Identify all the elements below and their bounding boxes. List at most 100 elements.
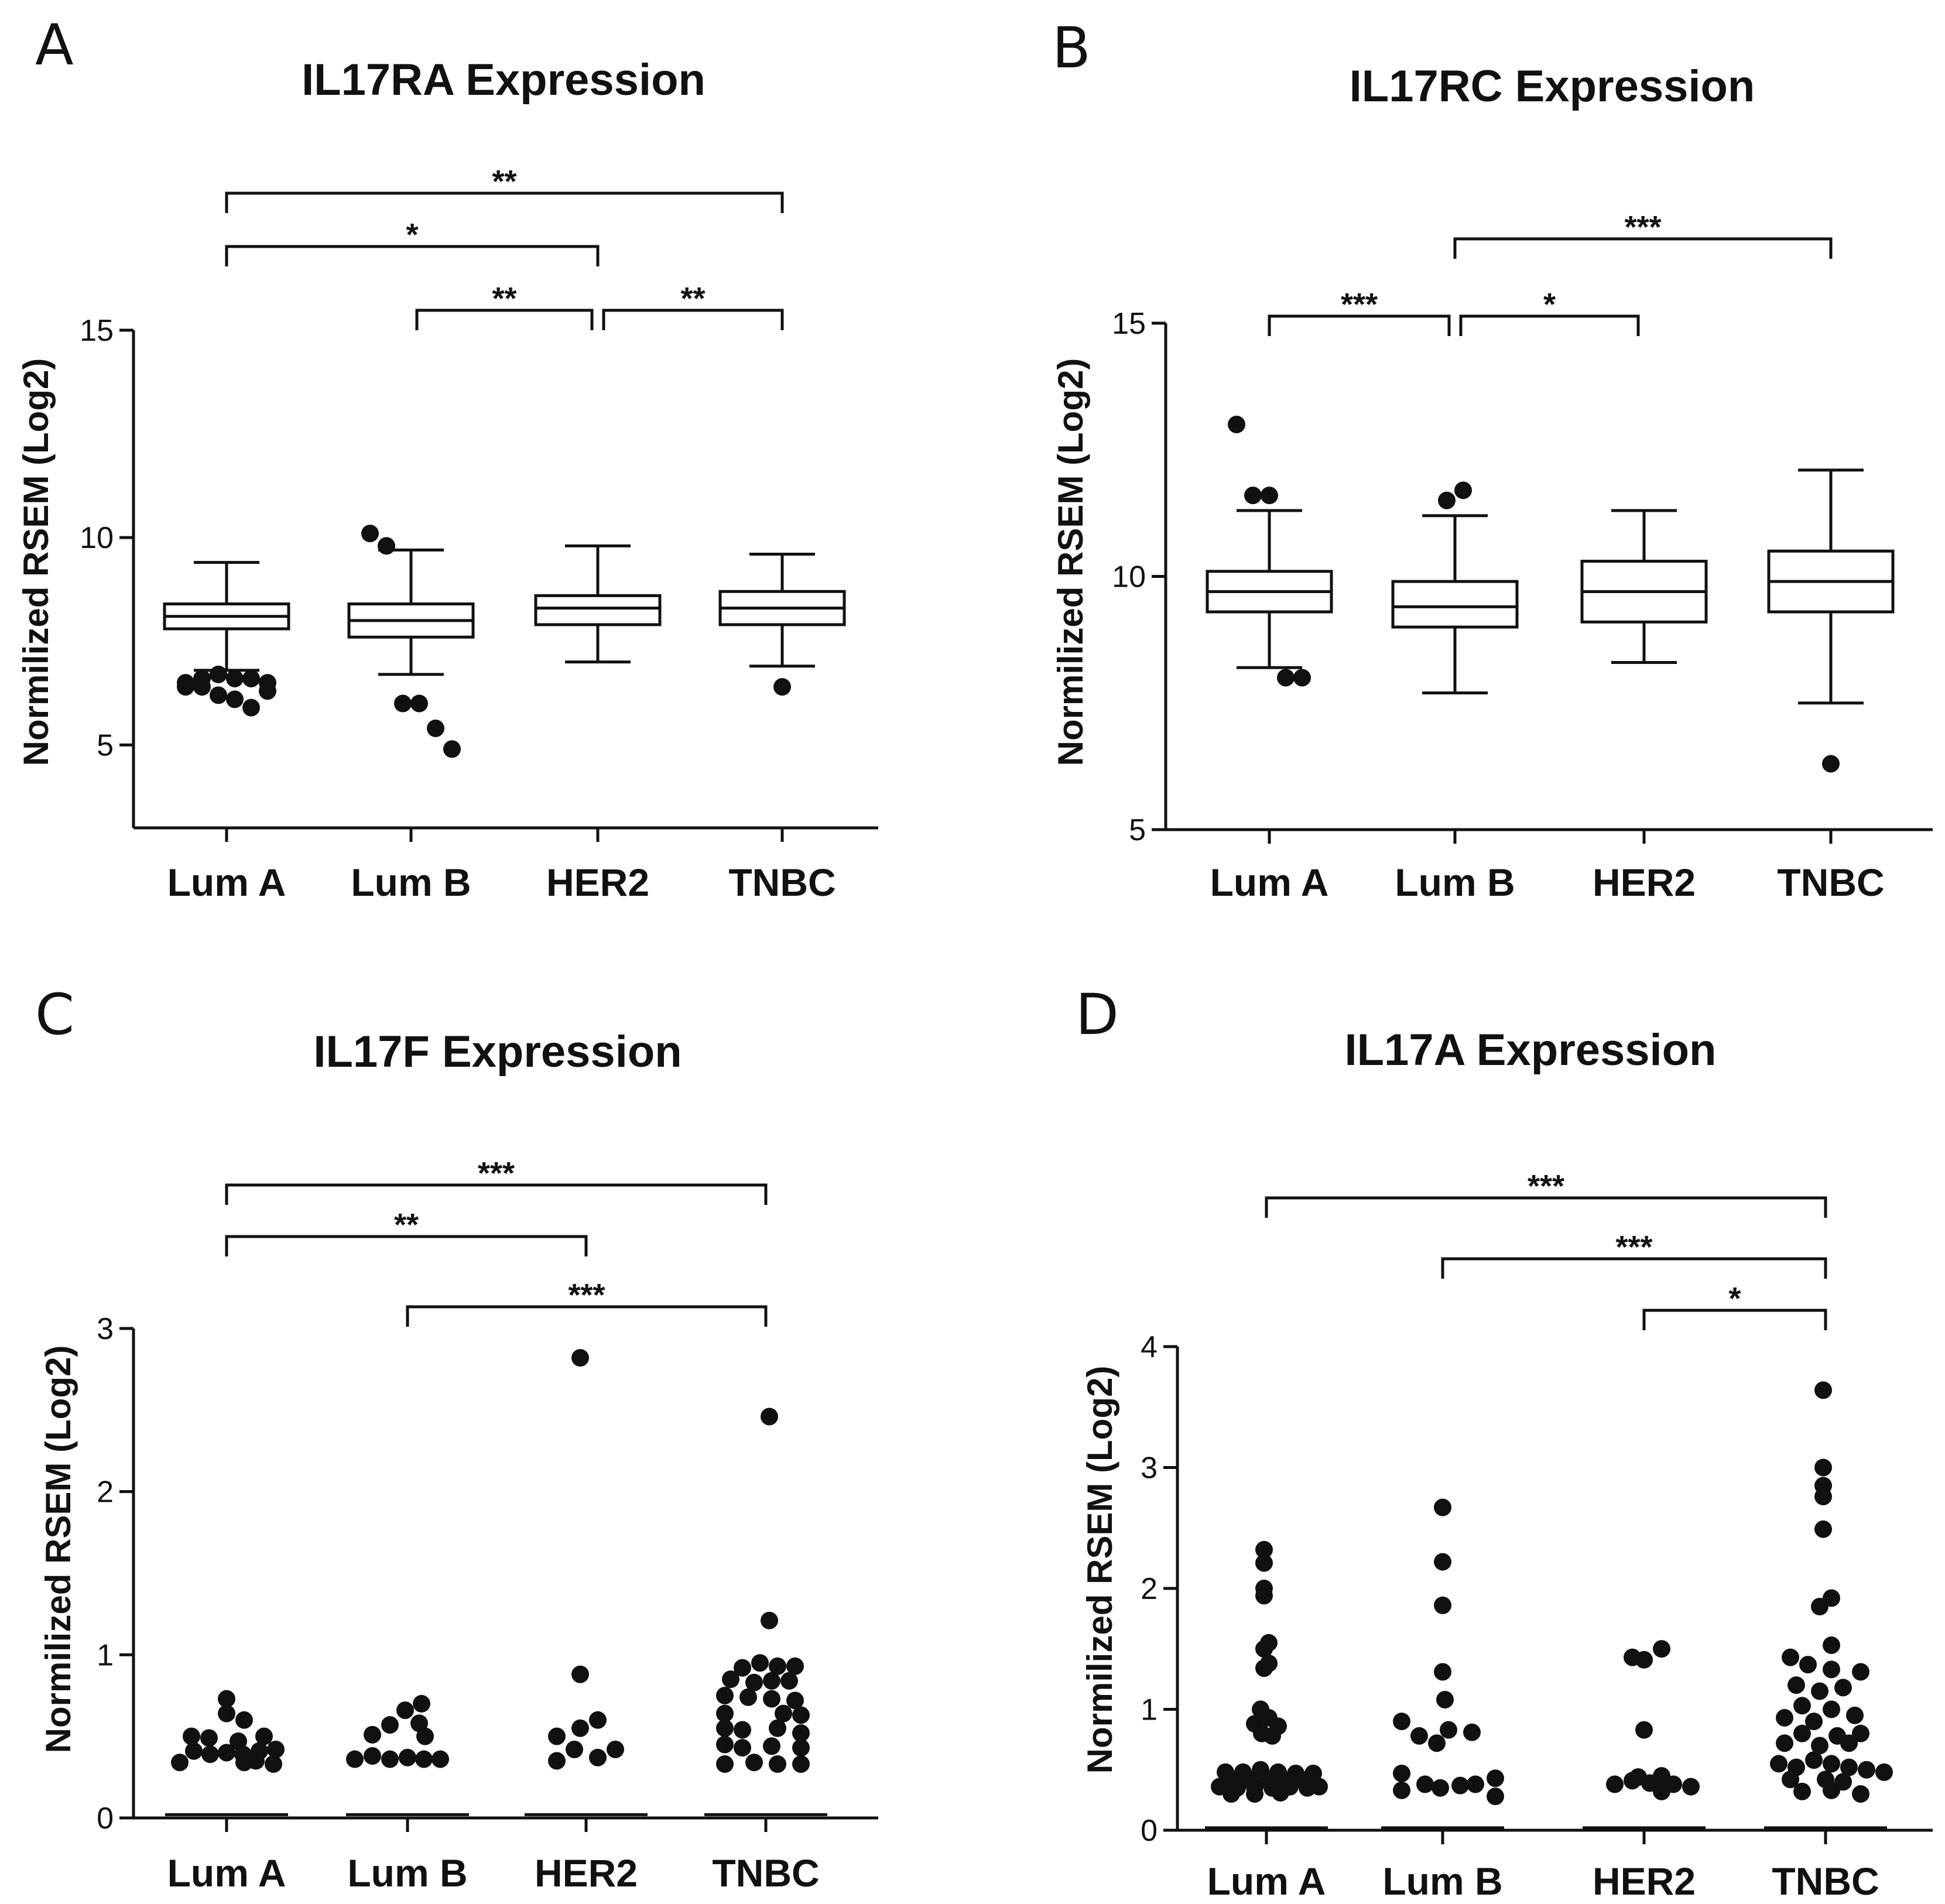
y-tick-label: 1 <box>97 1638 114 1672</box>
data-point <box>1823 1781 1840 1799</box>
data-point <box>734 1659 751 1677</box>
outlier-point <box>378 537 395 555</box>
data-point <box>1255 1640 1273 1658</box>
outlier-point <box>242 698 260 717</box>
data-point <box>1653 1782 1670 1800</box>
box <box>1391 580 1519 629</box>
data-point <box>589 1711 607 1729</box>
data-point <box>761 1611 778 1629</box>
data-point <box>548 1752 566 1770</box>
x-tick-label: TNBC <box>1777 861 1884 904</box>
x-tick-label: HER2 <box>1593 1860 1696 1903</box>
outlier-point <box>210 665 227 683</box>
significance-bracket <box>602 309 784 330</box>
x-tick-label: Lum A <box>167 1851 286 1895</box>
data-point <box>185 1742 203 1760</box>
outlier-point <box>226 690 244 708</box>
significance-label: *** <box>1341 287 1378 322</box>
chart-title: IL17F Expression <box>313 1027 682 1077</box>
data-point <box>1782 1771 1799 1789</box>
outlier-point <box>1261 487 1278 505</box>
data-point <box>607 1740 624 1758</box>
data-point <box>761 1408 778 1426</box>
y-tick-label: 5 <box>1129 813 1146 847</box>
data-point <box>416 1727 434 1745</box>
data-point <box>200 1729 218 1747</box>
data-point <box>1852 1724 1869 1742</box>
significance-bracket <box>415 309 594 330</box>
data-point <box>739 1688 757 1706</box>
panel-a-chart: A IL17RA Expression Normilized RSEM (Log… <box>16 12 878 904</box>
data-point <box>1875 1763 1893 1781</box>
outlier-point <box>226 670 244 687</box>
data-point <box>1393 1764 1410 1782</box>
significance-bracket <box>1265 1196 1827 1218</box>
panel-b-chart: B IL17RC Expression Normilized RSEM (Log… <box>1051 15 1933 904</box>
data-point <box>1635 1721 1653 1739</box>
data-point <box>763 1737 780 1755</box>
data-point <box>1823 1700 1840 1718</box>
data-point <box>1653 1640 1670 1658</box>
data-point <box>571 1719 589 1737</box>
data-point <box>1487 1787 1504 1806</box>
data-point <box>792 1755 810 1773</box>
data-point <box>1255 1587 1273 1605</box>
data-point <box>734 1721 751 1739</box>
data-point <box>183 1727 200 1745</box>
data-point <box>1434 1663 1451 1681</box>
panel-letter: A <box>35 12 74 78</box>
chart-title: IL17A Expression <box>1345 1025 1717 1075</box>
data-point <box>1436 1690 1454 1708</box>
data-point <box>1840 1758 1858 1776</box>
x-tick-label: TNBC <box>1772 1860 1879 1903</box>
outlier-point <box>177 678 194 696</box>
data-point <box>763 1690 780 1708</box>
data-point <box>1782 1648 1799 1666</box>
y-tick-label: 2 <box>97 1475 114 1509</box>
y-tick-label: 10 <box>1112 560 1146 594</box>
y-tick-label: 0 <box>1141 1814 1158 1848</box>
data-point <box>171 1754 189 1772</box>
outlier-point <box>1438 491 1456 509</box>
data-point <box>571 1349 589 1367</box>
y-tick-label: 0 <box>97 1802 114 1835</box>
data-point <box>410 1714 428 1732</box>
data-point <box>1776 1708 1793 1727</box>
significance-label: * <box>1728 1281 1741 1316</box>
y-tick-label: 3 <box>97 1312 114 1346</box>
panel-b: B IL17RC Expression Normilized RSEM (Log… <box>972 0 1945 952</box>
data-point <box>1272 1783 1289 1802</box>
outlier-point <box>1228 416 1245 433</box>
panel-c-chart: C IL17F Expression Normilized RSEM (Log2… <box>35 982 878 1895</box>
panel-letter: B <box>1052 15 1091 81</box>
significance-label: * <box>406 217 418 252</box>
x-tick-label: Lum B <box>1382 1860 1502 1903</box>
significance-bracket <box>225 191 784 213</box>
significance-bracket <box>225 1183 768 1205</box>
data-point <box>235 1711 253 1729</box>
data-point <box>396 1701 414 1720</box>
significance-bracket <box>1453 237 1833 259</box>
data-point <box>775 1704 792 1722</box>
outlier-point <box>361 525 379 543</box>
panel-a: A IL17RA Expression Normilized RSEM (Log… <box>0 0 972 952</box>
data-point <box>786 1657 804 1675</box>
data-point <box>1246 1785 1263 1803</box>
data-point <box>1793 1782 1811 1800</box>
data-point <box>1852 1663 1869 1681</box>
y-tick-label: 1 <box>1141 1693 1158 1727</box>
outlier-point <box>410 694 428 713</box>
data-point <box>413 1694 430 1713</box>
significance-label: *** <box>568 1278 605 1313</box>
data-point <box>432 1750 449 1768</box>
x-tick-label: Lum A <box>1207 1860 1326 1903</box>
data-point <box>1840 1734 1858 1752</box>
y-axis-label: Normilized RSEM (Log2) <box>16 358 56 766</box>
data-point <box>265 1755 282 1773</box>
data-point <box>751 1654 769 1672</box>
data-point <box>1793 1724 1811 1742</box>
data-point <box>1814 1488 1832 1506</box>
significance-bracket <box>1441 1257 1827 1279</box>
data-point <box>716 1704 734 1722</box>
outlier-point <box>1293 669 1311 687</box>
